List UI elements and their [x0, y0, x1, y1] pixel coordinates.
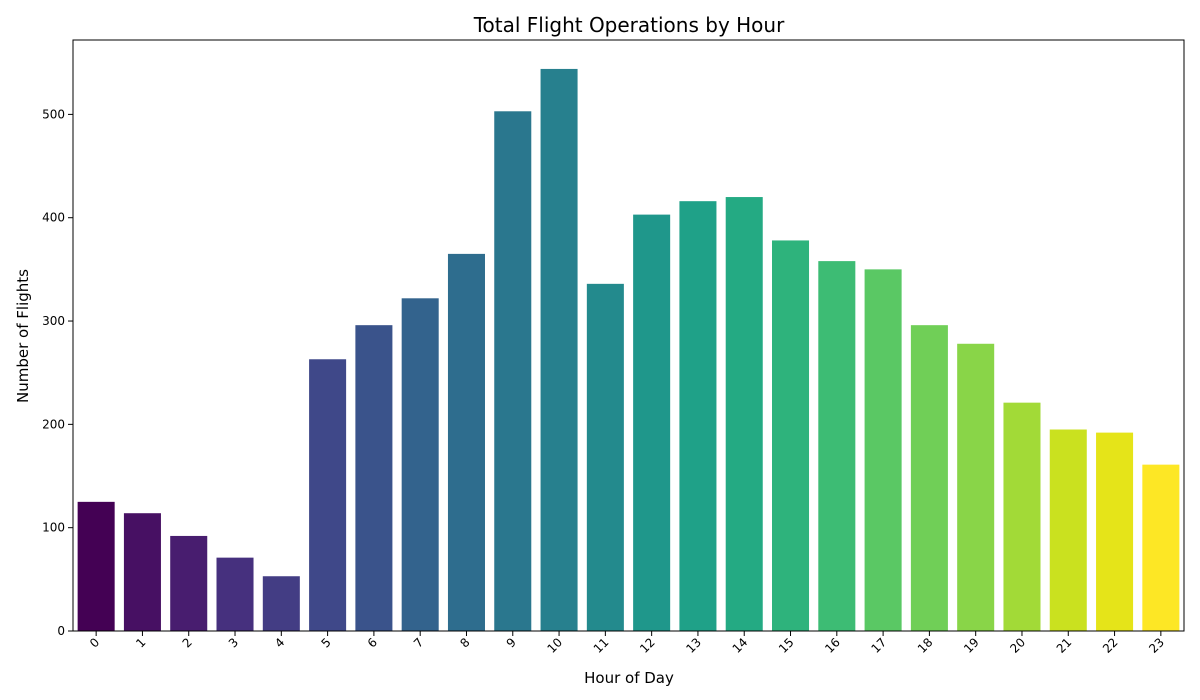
bar-hour-6: [355, 325, 393, 631]
bar-hour-14: [725, 197, 763, 632]
x-tick-label: 7: [411, 635, 426, 650]
bar-hour-10: [540, 68, 578, 632]
x-axis-label: Hour of Day: [584, 669, 674, 687]
x-tick-label: 19: [961, 635, 982, 656]
bar-hour-3: [216, 557, 254, 631]
y-tick-label: 300: [42, 314, 65, 328]
x-tick-label: 5: [318, 635, 333, 650]
y-axis-label: Number of Flights: [14, 269, 32, 403]
x-tick-label: 16: [822, 635, 843, 656]
y-tick-label: 500: [42, 107, 65, 121]
bar-hour-20: [1003, 402, 1041, 631]
x-tick-label: 3: [226, 635, 241, 650]
y-tick-label: 200: [42, 417, 65, 431]
x-tick-label: 11: [591, 635, 612, 656]
x-tick-label: 0: [87, 635, 102, 650]
x-tick-label: 22: [1100, 635, 1121, 656]
y-tick-label: 0: [57, 624, 65, 638]
bar-hour-19: [957, 343, 995, 631]
bar-hour-16: [818, 261, 856, 631]
bar-hour-22: [1096, 432, 1134, 631]
bar-hour-5: [309, 359, 347, 631]
x-tick-label: 18: [915, 635, 936, 656]
x-tick-label: 1: [133, 635, 148, 650]
bar-hour-0: [77, 501, 115, 631]
x-tick-label: 13: [683, 635, 704, 656]
bar-hour-2: [170, 535, 208, 631]
bar-hour-15: [772, 240, 810, 631]
x-tick-label: 20: [1007, 635, 1028, 656]
x-tick-label: 10: [544, 635, 565, 656]
y-tick-label: 100: [42, 521, 65, 535]
bar-hour-21: [1049, 429, 1087, 631]
bar-hour-4: [262, 576, 300, 631]
x-tick-label: 6: [365, 635, 380, 650]
bars-group: [77, 68, 1180, 632]
x-tick-label: 8: [457, 635, 472, 650]
plot-frame: [72, 39, 1185, 632]
bar-hour-13: [679, 201, 717, 631]
x-tick-label: 2: [180, 635, 195, 650]
bar-hour-18: [910, 325, 948, 631]
chart-title: Total Flight Operations by Hour: [473, 13, 785, 37]
x-axis-ticks: 0 1 2 3 4 5 6 7 8 9 10 11 12 13 14 15 16 17 18 19 20 21 22 23: [87, 631, 1167, 656]
x-tick-label: 9: [504, 635, 519, 650]
bar-hour-23: [1142, 464, 1180, 631]
x-tick-label: 23: [1146, 635, 1167, 656]
x-tick-label: 15: [776, 635, 797, 656]
x-tick-label: 12: [637, 635, 658, 656]
bar-hour-17: [864, 269, 902, 631]
bar-hour-11: [586, 283, 624, 631]
x-tick-label: 17: [869, 635, 890, 656]
x-tick-label: 14: [730, 635, 751, 656]
bar-hour-8: [447, 253, 485, 631]
y-axis-ticks: 0 100 200 300 400 500: [42, 107, 73, 638]
bar-hour-7: [401, 298, 439, 631]
y-tick-label: 400: [42, 211, 65, 225]
bar-hour-9: [494, 111, 532, 632]
bar-hour-1: [123, 513, 161, 631]
bar-hour-12: [633, 214, 671, 632]
x-tick-label: 4: [272, 635, 287, 650]
x-tick-label: 21: [1054, 635, 1075, 656]
